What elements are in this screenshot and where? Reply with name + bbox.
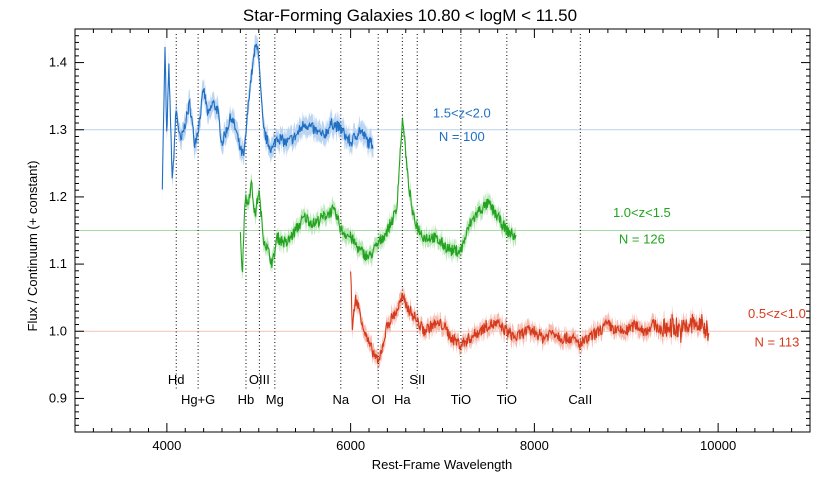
y-tick-label: 1.2: [49, 189, 67, 204]
line-label: Ha: [394, 392, 411, 407]
x-tick-label: 6000: [336, 438, 365, 453]
line-label: Mg: [266, 392, 284, 407]
line-label: OIII: [249, 372, 270, 387]
line-label: Hd: [168, 372, 185, 387]
line-label: SII: [409, 372, 425, 387]
series-line-2: [350, 271, 710, 364]
error-band-2: [350, 262, 709, 372]
spectral-line-markers: Hd Hg+G Hb OIII Mg Na OI Ha SII TiO TiO CaII: [168, 34, 592, 407]
line-label: Hg+G: [181, 392, 215, 407]
line-label: OI: [371, 392, 385, 407]
series-name-label: 1.0<z<1.5: [613, 205, 671, 220]
x-tick-label: 8000: [520, 438, 549, 453]
series-count-label: N = 126: [619, 231, 665, 246]
line-label: CaII: [568, 392, 592, 407]
y-tick-label: 1.3: [49, 122, 67, 137]
x-axis-label: Rest-Frame Wavelength: [372, 457, 512, 472]
chart-title: Star-Forming Galaxies 10.80 < logM < 11.…: [243, 6, 577, 25]
error-band-0: [162, 33, 374, 202]
y-axis-label: Flux / Continuum (+ constant): [25, 161, 40, 332]
x-tick-label: 4000: [152, 438, 181, 453]
series-name-label: 1.5<z<2.0: [433, 106, 491, 121]
line-label: TiO: [497, 392, 517, 407]
line-label: Na: [332, 392, 349, 407]
y-tick-label: 1.0: [49, 323, 67, 338]
series-labels: 1.5<z<2.0 N = 100 1.0<z<1.5 N = 126 0.5<z<1.…: [433, 106, 806, 350]
y-tick-label: 1.4: [49, 55, 67, 70]
series-name-label: 0.5<z<1.0: [748, 306, 806, 321]
y-tick-label: 0.9: [49, 390, 67, 405]
y-tick-label: 1.1: [49, 256, 67, 271]
series-line-0: [161, 43, 374, 190]
series-line-1: [239, 118, 517, 273]
x-tick-label: 10000: [700, 438, 736, 453]
series-count-label: N = 113: [754, 335, 799, 350]
baselines: [75, 129, 810, 332]
line-label: TiO: [451, 392, 471, 407]
line-label: Hb: [238, 392, 255, 407]
spectra-series: [161, 43, 710, 364]
axes: 4000 6000 8000 10000 0.9 1.0 1.1 1.2 1.3 1.4: [49, 28, 811, 453]
series-count-label: N = 100: [439, 129, 485, 144]
